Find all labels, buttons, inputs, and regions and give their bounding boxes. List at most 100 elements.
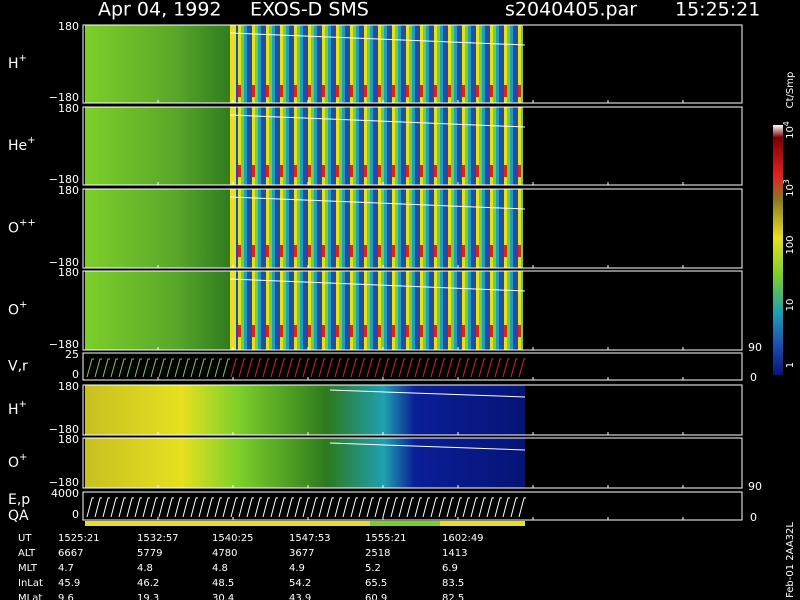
label-sup: + xyxy=(19,300,27,311)
axis-bottom: 0 xyxy=(72,368,79,381)
sawtooth xyxy=(206,497,214,518)
sawtooth xyxy=(334,497,342,518)
table-cell: 1555:21 xyxy=(365,533,407,544)
sawtooth xyxy=(494,497,502,518)
date: Apr 04, 1992 xyxy=(98,0,222,21)
panel-label: V,r xyxy=(8,359,28,375)
label-text: H xyxy=(8,402,19,418)
sawtooth xyxy=(422,497,430,518)
panel-label: H+ xyxy=(8,399,27,418)
axis-top: 180 xyxy=(58,20,79,33)
sawtooth xyxy=(430,358,438,378)
spectrogram xyxy=(230,25,523,103)
sawtooth xyxy=(502,497,510,518)
file: s2040405.par xyxy=(505,0,637,21)
spectrogram xyxy=(85,271,233,350)
table-cell: 4.9 xyxy=(289,563,305,574)
sawtooth xyxy=(294,358,302,378)
spectrogram xyxy=(230,271,236,350)
table-cell: 9.6 xyxy=(58,593,74,600)
sawtooth xyxy=(422,358,430,378)
sawtooth xyxy=(246,358,254,378)
panel-frame xyxy=(82,270,743,351)
sawtooth xyxy=(486,358,494,378)
sawtooth xyxy=(94,497,102,518)
label-text: He xyxy=(8,138,27,154)
spectrogram xyxy=(85,107,233,185)
sawtooth xyxy=(246,497,254,518)
sawtooth xyxy=(182,358,190,378)
sawtooth xyxy=(118,497,126,518)
row-label: MLT xyxy=(18,563,38,574)
table-cell: 54.2 xyxy=(289,578,311,589)
row-label: UT xyxy=(18,533,32,544)
sawtooth xyxy=(86,358,94,378)
panel-frame xyxy=(82,188,743,269)
panel-label: O++ xyxy=(8,218,36,237)
tick-exp: 3 xyxy=(782,179,791,184)
sawtooth xyxy=(254,358,262,378)
sawtooth xyxy=(382,358,390,378)
table-cell: 30.4 xyxy=(212,593,234,600)
sawtooth xyxy=(318,497,326,518)
sawtooth xyxy=(270,497,278,518)
label-text: O xyxy=(8,221,19,237)
table-cell: 46.2 xyxy=(137,578,159,589)
row-label: MLat xyxy=(18,593,42,600)
axis-top: 25 xyxy=(65,348,79,361)
spectrogram xyxy=(230,189,236,268)
sawtooth xyxy=(326,497,334,518)
sawtooth xyxy=(470,358,478,378)
table-cell: 1540:25 xyxy=(212,533,254,544)
axis-bottom: −180 xyxy=(49,91,79,104)
sawtooth xyxy=(206,358,214,378)
axis-bottom: −180 xyxy=(49,338,79,351)
table-cell: 2518 xyxy=(365,548,390,559)
axis-bottom: −180 xyxy=(49,476,79,489)
sawtooth xyxy=(182,497,190,518)
table-cell: 1525:21 xyxy=(58,533,100,544)
table-cell: 4.8 xyxy=(137,563,153,574)
colorbar-unit: Ct/Smp xyxy=(785,72,796,109)
trend-line xyxy=(229,114,526,128)
sawtooth xyxy=(190,358,198,378)
panel-frame xyxy=(82,384,743,436)
table-cell: 43.9 xyxy=(289,593,311,600)
spectrogram xyxy=(230,107,236,185)
axis-top: 180 xyxy=(58,184,79,197)
sawtooth xyxy=(86,497,94,518)
axis-bottom: −180 xyxy=(49,173,79,186)
sawtooth xyxy=(382,497,390,518)
sawtooth xyxy=(286,358,294,378)
sawtooth xyxy=(198,497,206,518)
sawtooth xyxy=(142,497,150,518)
sawtooth xyxy=(118,358,126,378)
label-text: O xyxy=(8,455,19,471)
axis-right-top: 90 xyxy=(748,341,762,354)
table-cell: 83.5 xyxy=(442,578,464,589)
sawtooth xyxy=(334,358,342,378)
axis-top: 180 xyxy=(58,433,79,446)
table-cell: 1413 xyxy=(442,548,467,559)
label-text: H xyxy=(8,56,19,72)
sawtooth xyxy=(102,358,110,378)
sawtooth xyxy=(366,358,374,378)
label-sup: + xyxy=(27,135,35,146)
table-cell: 48.5 xyxy=(212,578,234,589)
sawtooth xyxy=(110,358,118,378)
sawtooth xyxy=(518,358,526,378)
trend-line xyxy=(229,196,526,210)
sawtooth xyxy=(286,497,294,518)
table-cell: 65.5 xyxy=(365,578,387,589)
sawtooth xyxy=(374,497,382,518)
spectrogram xyxy=(85,189,233,268)
sawtooth xyxy=(190,497,198,518)
instrument: EXOS-D SMS xyxy=(250,0,369,21)
sawtooth xyxy=(446,497,454,518)
spectrogram xyxy=(230,271,523,350)
sawtooth xyxy=(310,358,318,378)
panel-frame xyxy=(82,106,743,186)
sawtooth xyxy=(454,358,462,378)
table-cell: 82.5 xyxy=(442,593,464,600)
